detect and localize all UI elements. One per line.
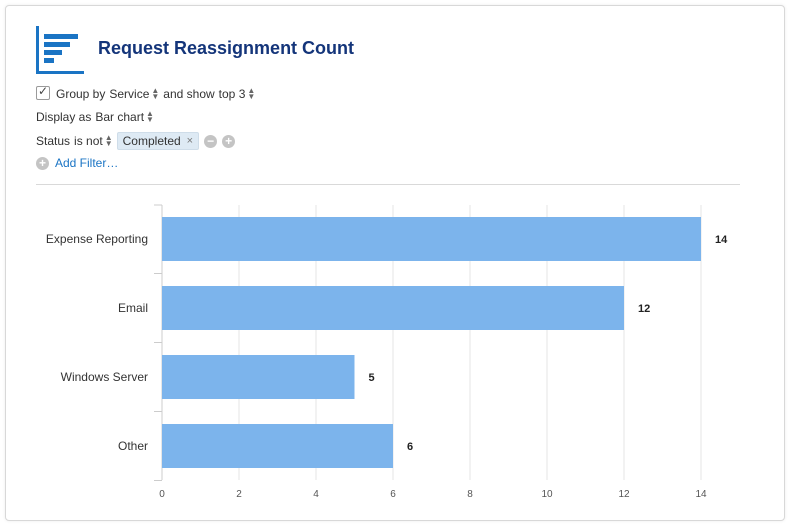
x-tick-label: 4 <box>313 489 319 500</box>
remove-filter-icon[interactable]: − <box>204 134 218 148</box>
display-row: Display as Bar chart ▲ ▼ <box>36 109 154 125</box>
bar[interactable] <box>162 424 393 468</box>
x-tick-label: 10 <box>541 489 553 500</box>
updown-icon: ▲ ▼ <box>247 86 256 101</box>
add-filter-row: + Add Filter… <box>36 156 118 170</box>
filter-operator-select[interactable]: is not ▲ ▼ <box>74 133 113 149</box>
show-top-label: and show <box>163 87 215 101</box>
add-condition-icon[interactable]: + <box>222 134 236 148</box>
show-top-select[interactable]: top 3 ▲ ▼ <box>218 86 256 102</box>
category-label: Expense Reporting <box>46 232 148 246</box>
bar[interactable] <box>162 355 355 399</box>
data-label: 5 <box>369 372 375 384</box>
data-label: 6 <box>407 441 413 453</box>
group-by-label: Group by <box>56 87 106 101</box>
x-tick-label: 14 <box>695 489 707 500</box>
category-label: Other <box>118 439 148 453</box>
category-label: Email <box>118 301 148 315</box>
x-tick-label: 0 <box>159 489 165 500</box>
group-by-select[interactable]: Service ▲ ▼ <box>109 86 160 102</box>
x-tick-label: 8 <box>467 489 473 500</box>
bar[interactable] <box>162 217 701 261</box>
updown-icon: ▲ ▼ <box>146 109 154 124</box>
display-select[interactable]: Bar chart ▲ ▼ <box>95 109 154 125</box>
updown-icon: ▲ ▼ <box>104 133 113 148</box>
display-label: Display as <box>36 110 92 124</box>
bar-chart-icon <box>36 26 84 74</box>
add-filter-icon[interactable]: + <box>36 156 49 170</box>
x-tick-label: 12 <box>618 489 630 500</box>
category-label: Windows Server <box>61 370 148 384</box>
report-widget: Request Reassignment Count ✓ Group by Se… <box>5 5 785 521</box>
group-by-row: ✓ Group by Service ▲ ▼ and show top 3 ▲ ▼ <box>36 84 256 102</box>
widget-title: Request Reassignment Count <box>98 38 355 58</box>
divider <box>36 184 740 185</box>
add-filter-link[interactable]: Add Filter… <box>55 156 119 170</box>
x-tick-label: 2 <box>236 489 242 500</box>
x-tick-label: 6 <box>390 489 396 500</box>
bar[interactable] <box>162 286 624 330</box>
data-label: 12 <box>638 303 650 315</box>
check-icon: ✓ <box>38 84 49 98</box>
group-by-checkbox[interactable]: ✓ <box>36 84 50 100</box>
filter-field-label: Status <box>36 134 71 148</box>
updown-icon: ▲ ▼ <box>151 86 160 101</box>
data-label: 14 <box>715 234 728 246</box>
filter-value-chip[interactable]: Completed × <box>116 132 200 150</box>
remove-chip-icon[interactable]: × <box>186 135 194 147</box>
filter-row: Status is not ▲ ▼ Completed × − + <box>36 132 236 150</box>
